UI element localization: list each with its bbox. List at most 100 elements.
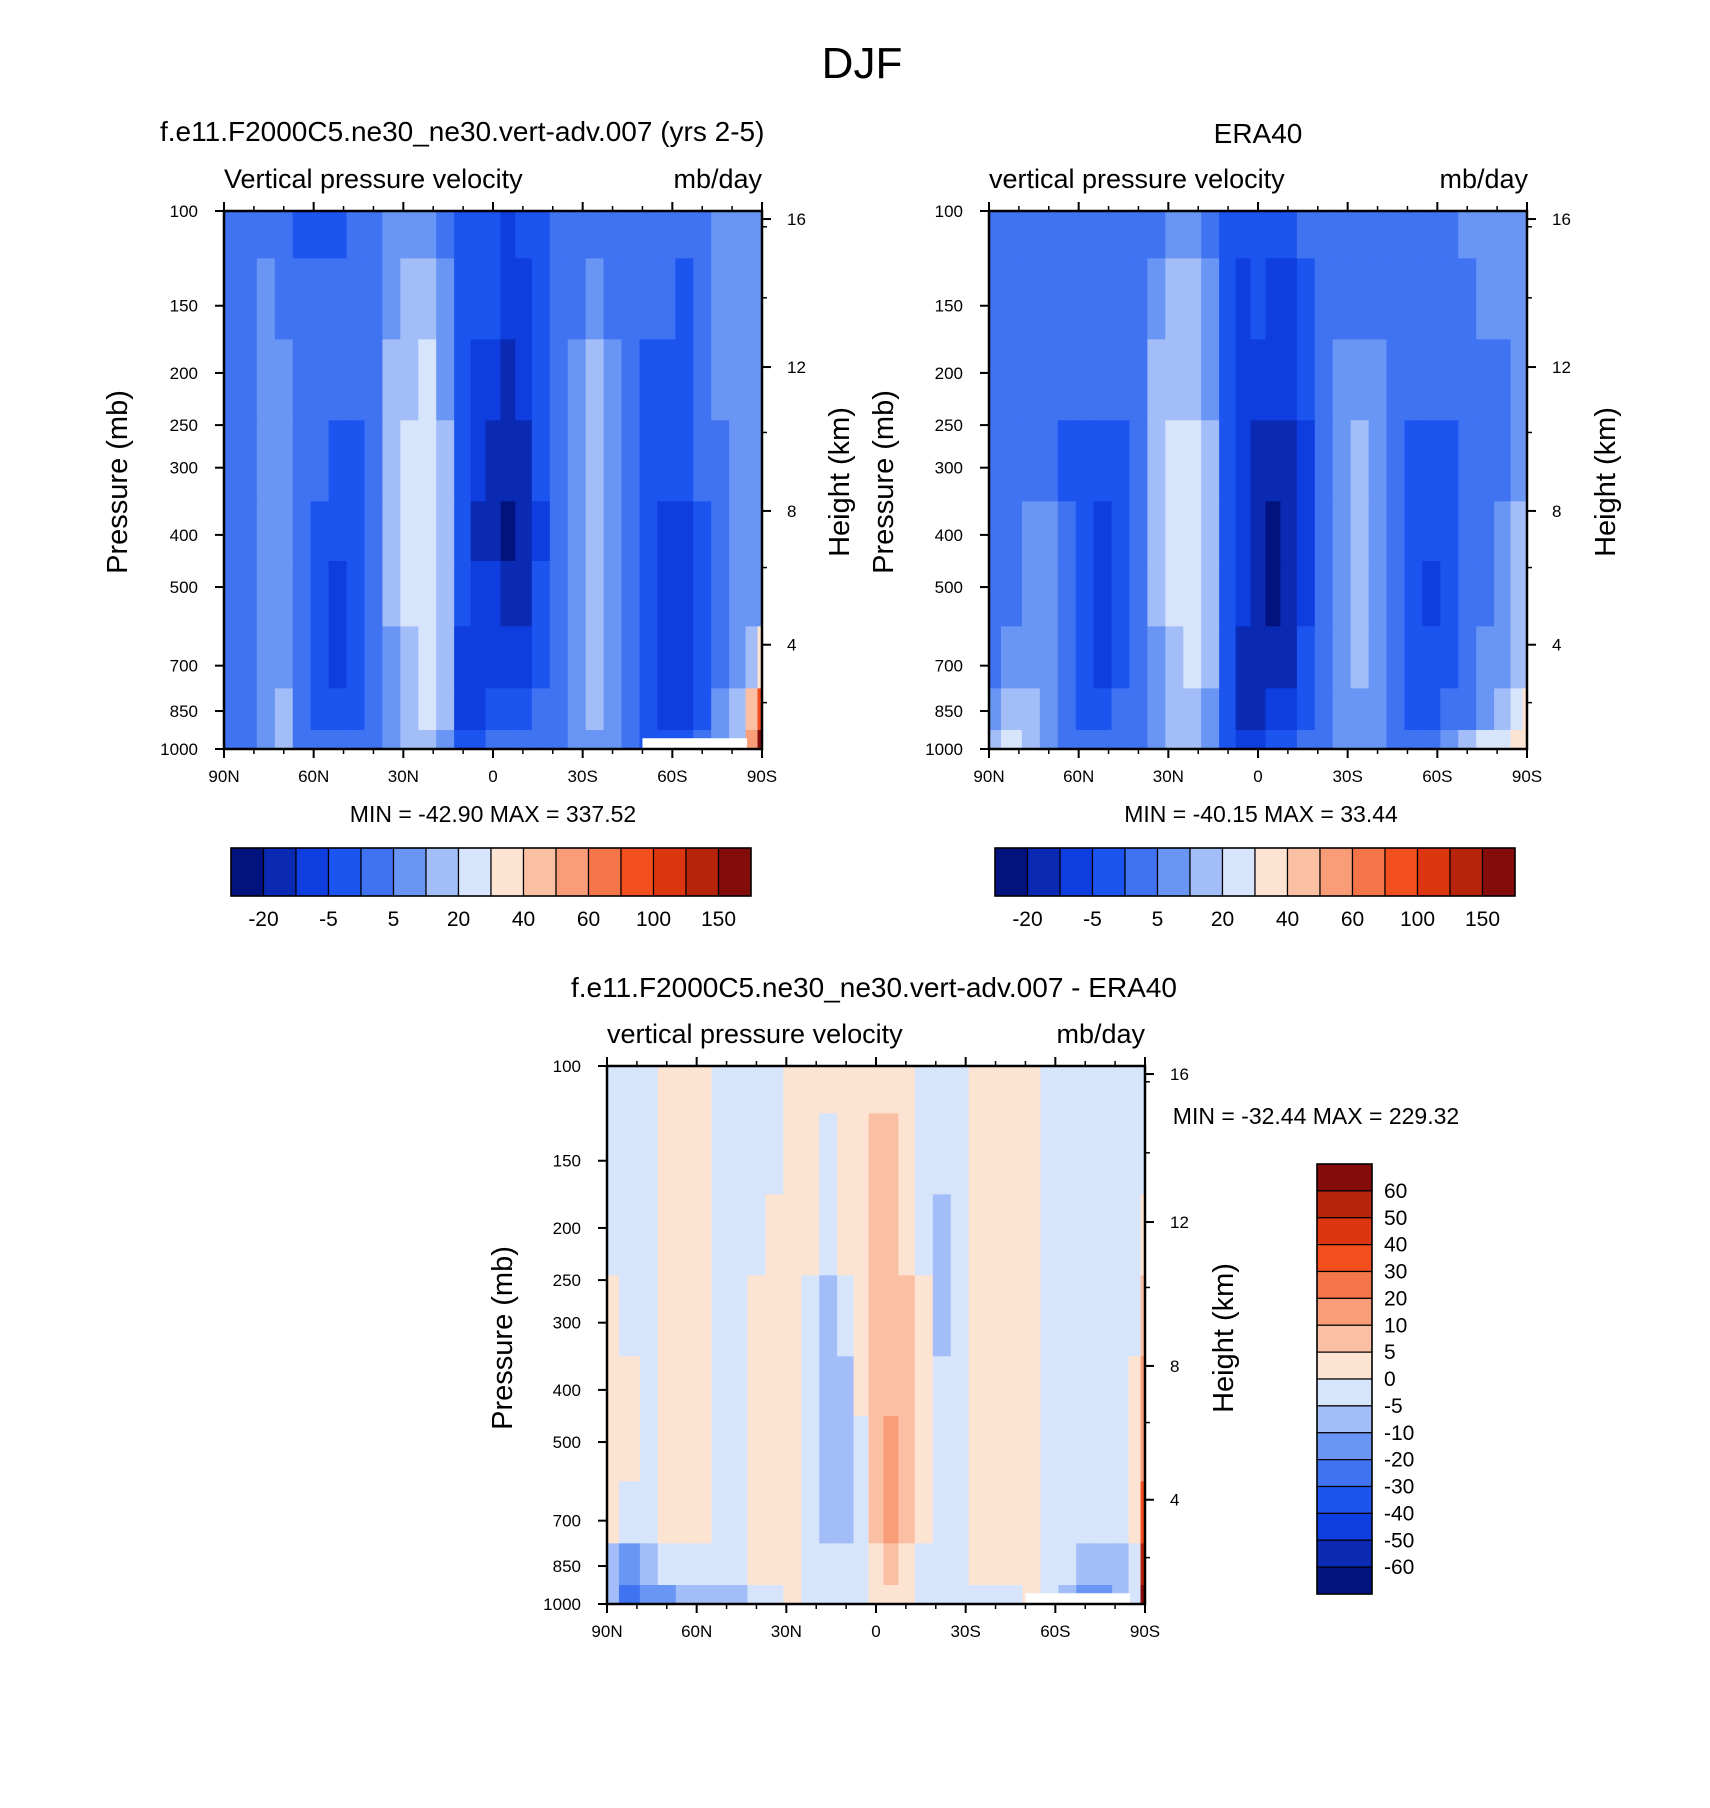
field-cell bbox=[621, 688, 641, 731]
field-cell bbox=[675, 501, 694, 562]
y-tick-label: 100 bbox=[935, 202, 963, 221]
field-cell bbox=[1165, 730, 1184, 750]
field-cell bbox=[567, 688, 587, 731]
field-cell bbox=[454, 420, 472, 502]
field-cell bbox=[639, 1356, 659, 1417]
field-cell bbox=[1140, 1275, 1146, 1357]
field-cell bbox=[745, 626, 759, 689]
field-cell bbox=[1404, 258, 1423, 340]
field-cell bbox=[783, 1481, 802, 1544]
field-cell bbox=[256, 501, 276, 562]
colorbar-label: -5 bbox=[1384, 1395, 1403, 1418]
field-cell bbox=[868, 1356, 885, 1417]
field-cell bbox=[1250, 730, 1267, 750]
field-cell bbox=[765, 1113, 784, 1195]
field-cell bbox=[675, 1356, 695, 1417]
colorbar-box bbox=[262, 847, 297, 897]
field-cell bbox=[853, 1585, 870, 1605]
field-cell bbox=[783, 1543, 802, 1586]
field-cell bbox=[607, 1113, 620, 1195]
y-tick-label: 1000 bbox=[543, 1595, 581, 1614]
colorbar-box bbox=[490, 847, 525, 897]
field-cell bbox=[1386, 560, 1406, 627]
field-cell bbox=[1111, 560, 1131, 627]
panel-subtitle-left: Vertical pressure velocity bbox=[224, 164, 523, 194]
field-cell bbox=[1040, 1113, 1059, 1195]
field-cell bbox=[1039, 258, 1059, 340]
field-cell bbox=[1165, 626, 1184, 689]
panel-title: f.e11.F2000C5.ne30_ne30.vert-adv.007 - E… bbox=[571, 972, 1177, 1003]
y2-tick-label: 4 bbox=[787, 636, 796, 655]
y2-tick-label: 8 bbox=[1170, 1357, 1179, 1376]
field-cell bbox=[747, 1066, 767, 1114]
field-cell bbox=[485, 730, 502, 750]
field-cell bbox=[274, 420, 294, 502]
field-cell bbox=[1522, 501, 1528, 562]
field-cell bbox=[657, 1543, 677, 1586]
field-cell bbox=[1510, 420, 1524, 502]
plot-axes: 90N 60N 30N 0 30S 60S 90S 100 150 200 250 300 400 500… bbox=[925, 202, 1571, 786]
field-cell bbox=[657, 420, 676, 502]
field-cell bbox=[310, 560, 330, 627]
field-cell bbox=[1075, 420, 1095, 502]
field-cell bbox=[693, 420, 712, 502]
field-cell bbox=[657, 1194, 677, 1276]
field-cell bbox=[757, 688, 763, 731]
field-cell bbox=[639, 688, 658, 731]
colorbar-label: -40 bbox=[1384, 1502, 1414, 1525]
field-cell bbox=[585, 560, 605, 627]
field-cell bbox=[819, 1194, 838, 1276]
field-cell bbox=[783, 1356, 802, 1417]
field-cell bbox=[1000, 420, 1023, 502]
field-cell bbox=[1201, 688, 1220, 731]
field-cell bbox=[531, 420, 551, 502]
colorbar-box bbox=[1189, 847, 1224, 897]
field-cell bbox=[235, 688, 258, 731]
colorbar-box bbox=[1124, 847, 1159, 897]
field-cell bbox=[1314, 560, 1334, 627]
field-cell bbox=[1140, 1543, 1146, 1586]
field-cell bbox=[1147, 258, 1166, 340]
field-cell bbox=[603, 560, 623, 627]
y2-tick-label: 12 bbox=[1552, 358, 1571, 377]
field-cell bbox=[747, 1194, 767, 1276]
field-cell bbox=[1494, 626, 1512, 689]
colorbar-box bbox=[1316, 1297, 1373, 1326]
x-tick-label: 90S bbox=[1130, 1622, 1160, 1641]
field-cell bbox=[328, 211, 348, 259]
field-cell bbox=[1265, 211, 1282, 259]
field-cell bbox=[1250, 258, 1267, 340]
field-cell bbox=[515, 626, 533, 689]
field-cell bbox=[224, 339, 237, 421]
field-cell bbox=[657, 1275, 677, 1357]
field-cell bbox=[1368, 339, 1388, 421]
field-cell bbox=[1235, 501, 1252, 562]
x-tick-label: 90N bbox=[973, 767, 1004, 786]
field-cell bbox=[1129, 560, 1149, 627]
x-tick-label: 60N bbox=[681, 1622, 712, 1641]
field-cell bbox=[436, 258, 455, 340]
field-cell bbox=[989, 420, 1002, 502]
field-cell bbox=[1040, 1066, 1059, 1114]
colorbar-box bbox=[1059, 847, 1094, 897]
field-cell bbox=[1522, 420, 1528, 502]
field-cell bbox=[1368, 211, 1388, 259]
field-cell bbox=[711, 626, 730, 689]
field-cell bbox=[745, 420, 759, 502]
y-tick-label: 200 bbox=[553, 1219, 581, 1238]
field-cell bbox=[1314, 688, 1334, 731]
field-cell bbox=[618, 1543, 641, 1586]
field-cell bbox=[400, 339, 419, 421]
field-cell bbox=[1128, 1415, 1142, 1482]
field-cell bbox=[1404, 560, 1423, 627]
field-cell bbox=[639, 420, 658, 502]
field-cell bbox=[400, 501, 419, 562]
field-cell bbox=[1112, 1415, 1130, 1482]
y-tick-label: 500 bbox=[170, 578, 198, 597]
field-cell bbox=[819, 1113, 838, 1195]
field-cell bbox=[1440, 420, 1459, 502]
colorbar-box bbox=[1316, 1405, 1373, 1434]
colorbar-box bbox=[994, 847, 1029, 897]
field-cell bbox=[618, 1113, 641, 1195]
